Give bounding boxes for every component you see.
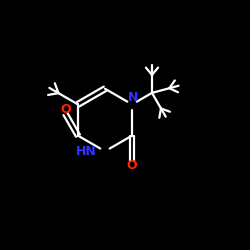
Text: HN: HN <box>76 145 96 158</box>
Text: O: O <box>127 159 138 172</box>
Text: O: O <box>60 103 71 116</box>
Text: N: N <box>128 91 138 104</box>
